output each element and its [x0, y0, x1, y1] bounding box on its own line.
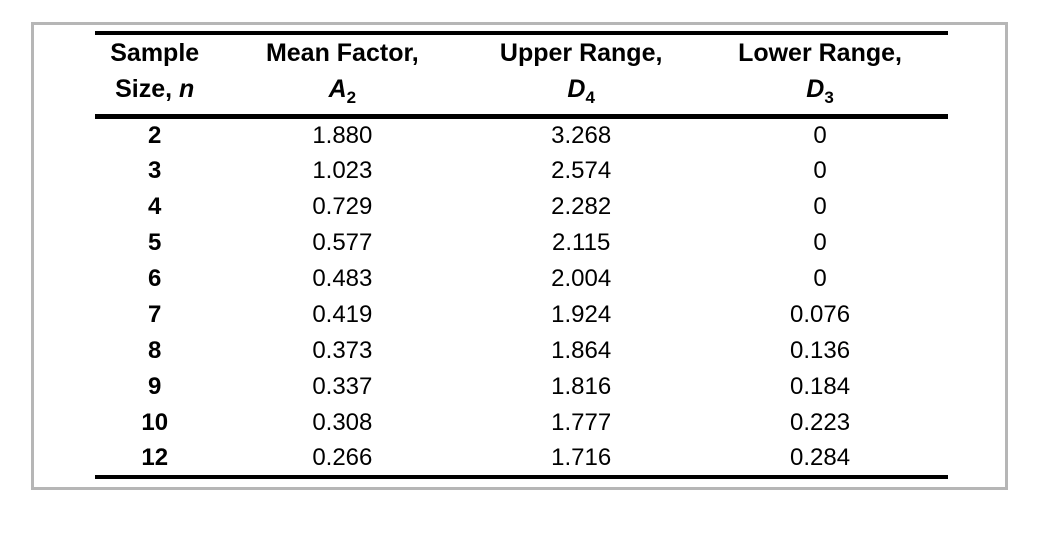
table-row: 10 0.308 1.777 0.223: [95, 405, 948, 441]
table-row: 5 0.577 2.115 0: [95, 225, 948, 261]
upper-range-cell: 3.268: [551, 121, 612, 149]
mean-factor-cell: 0.729: [312, 192, 373, 220]
table-header: Sample Size, n Mean Factor, A2 Upper Ran…: [95, 33, 948, 119]
header-line1: Sample: [110, 39, 200, 67]
header-line1: Mean Factor,: [265, 39, 419, 67]
header-line2: A2: [214, 71, 470, 110]
column-header-sample-size: Sample Size, n: [95, 33, 215, 119]
symbol-subscript: 2: [346, 88, 357, 107]
lower-range-cell: 0.284: [790, 443, 851, 471]
upper-range-cell: 2.115: [552, 228, 611, 256]
mean-factor-cell: 0.266: [312, 443, 373, 471]
lower-range-cell: 0: [813, 156, 827, 184]
lower-range-cell: 0.223: [790, 408, 851, 436]
header-line2: D3: [692, 71, 948, 110]
lower-range-cell: 0.184: [790, 372, 851, 400]
sample-size-cell: 2: [148, 121, 162, 149]
upper-range-cell: 1.777: [551, 408, 612, 436]
sample-size-cell: 3: [148, 156, 162, 184]
upper-range-cell: 1.816: [551, 372, 612, 400]
table-row: 6 0.483 2.004 0: [95, 261, 948, 297]
column-header-mean-factor: Mean Factor, A2: [214, 33, 471, 119]
upper-range-cell: 1.924: [551, 300, 612, 328]
upper-range-cell: 1.864: [551, 336, 612, 364]
sample-size-cell: 9: [148, 372, 162, 400]
sample-size-cell: 5: [148, 228, 162, 256]
symbol-n: n: [179, 75, 195, 103]
control-chart-factors-table: Sample Size, n Mean Factor, A2 Upper Ran…: [95, 31, 948, 479]
symbol-d3: D: [806, 75, 825, 103]
table-row: 7 0.419 1.924 0.076: [95, 297, 948, 333]
mean-factor-cell: 0.373: [312, 336, 373, 364]
lower-range-cell: 0: [813, 192, 827, 220]
header-line2: Size, n: [95, 71, 214, 110]
lower-range-cell: 0: [813, 264, 827, 292]
table-row: 3 1.023 2.574 0: [95, 153, 948, 189]
sample-size-cell: 6: [148, 264, 162, 292]
upper-range-cell: 2.574: [551, 156, 612, 184]
sample-size-cell: 7: [148, 300, 162, 328]
sample-size-cell: 4: [148, 192, 162, 220]
mean-factor-cell: 0.419: [312, 300, 373, 328]
header-line2: D4: [470, 71, 692, 110]
table-row: 12 0.266 1.716 0.284: [95, 441, 948, 477]
column-header-upper-range: Upper Range, D4: [470, 33, 693, 119]
sample-size-cell: 10: [141, 408, 169, 436]
header-line2-text: Size,: [115, 75, 180, 103]
mean-factor-cell: 0.308: [312, 408, 373, 436]
table-row: 2 1.880 3.268 0: [95, 117, 948, 153]
lower-range-cell: 0.076: [790, 300, 851, 328]
column-header-lower-range: Lower Range, D3: [692, 33, 948, 119]
table-body: 2 1.880 3.268 0 3 1.023 2.574 0 4 0.729 …: [95, 117, 948, 477]
symbol-d4: D: [567, 75, 586, 103]
symbol-a: A: [328, 75, 347, 103]
lower-range-cell: 0: [813, 121, 827, 149]
table-row: 8 0.373 1.864 0.136: [95, 333, 948, 369]
mean-factor-cell: 0.577: [312, 228, 373, 256]
mean-factor-cell: 0.337: [312, 372, 373, 400]
symbol-subscript: 3: [824, 88, 834, 107]
sample-size-cell: 12: [141, 443, 169, 471]
table-row: 9 0.337 1.816 0.184: [95, 369, 948, 405]
symbol-subscript: 4: [585, 88, 595, 107]
header-row: Sample Size, n Mean Factor, A2 Upper Ran…: [95, 33, 948, 119]
sample-size-cell: 8: [148, 336, 162, 364]
lower-range-cell: 0: [813, 228, 827, 256]
table-frame: Sample Size, n Mean Factor, A2 Upper Ran…: [31, 22, 1008, 490]
mean-factor-cell: 1.880: [312, 121, 373, 149]
mean-factor-cell: 0.483: [312, 264, 373, 292]
table-row: 4 0.729 2.282 0: [95, 189, 948, 225]
upper-range-cell: 2.282: [551, 192, 612, 220]
mean-factor-cell: 1.023: [312, 156, 373, 184]
lower-range-cell: 0.136: [790, 336, 851, 364]
header-line1: Lower Range,: [738, 39, 902, 67]
upper-range-cell: 1.716: [551, 443, 612, 471]
header-line1: Upper Range,: [499, 39, 663, 67]
upper-range-cell: 2.004: [551, 264, 612, 292]
